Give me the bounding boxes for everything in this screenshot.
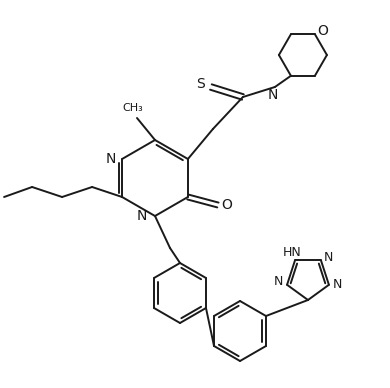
Text: CH₃: CH₃ — [122, 103, 144, 113]
Text: N: N — [136, 209, 147, 223]
Text: N: N — [273, 275, 283, 288]
Text: S: S — [197, 77, 205, 91]
Text: N: N — [324, 251, 333, 264]
Text: O: O — [222, 198, 232, 212]
Text: N: N — [106, 152, 116, 166]
Text: HN: HN — [283, 246, 301, 259]
Text: N: N — [268, 88, 278, 102]
Text: O: O — [317, 24, 328, 38]
Text: N: N — [333, 278, 342, 291]
